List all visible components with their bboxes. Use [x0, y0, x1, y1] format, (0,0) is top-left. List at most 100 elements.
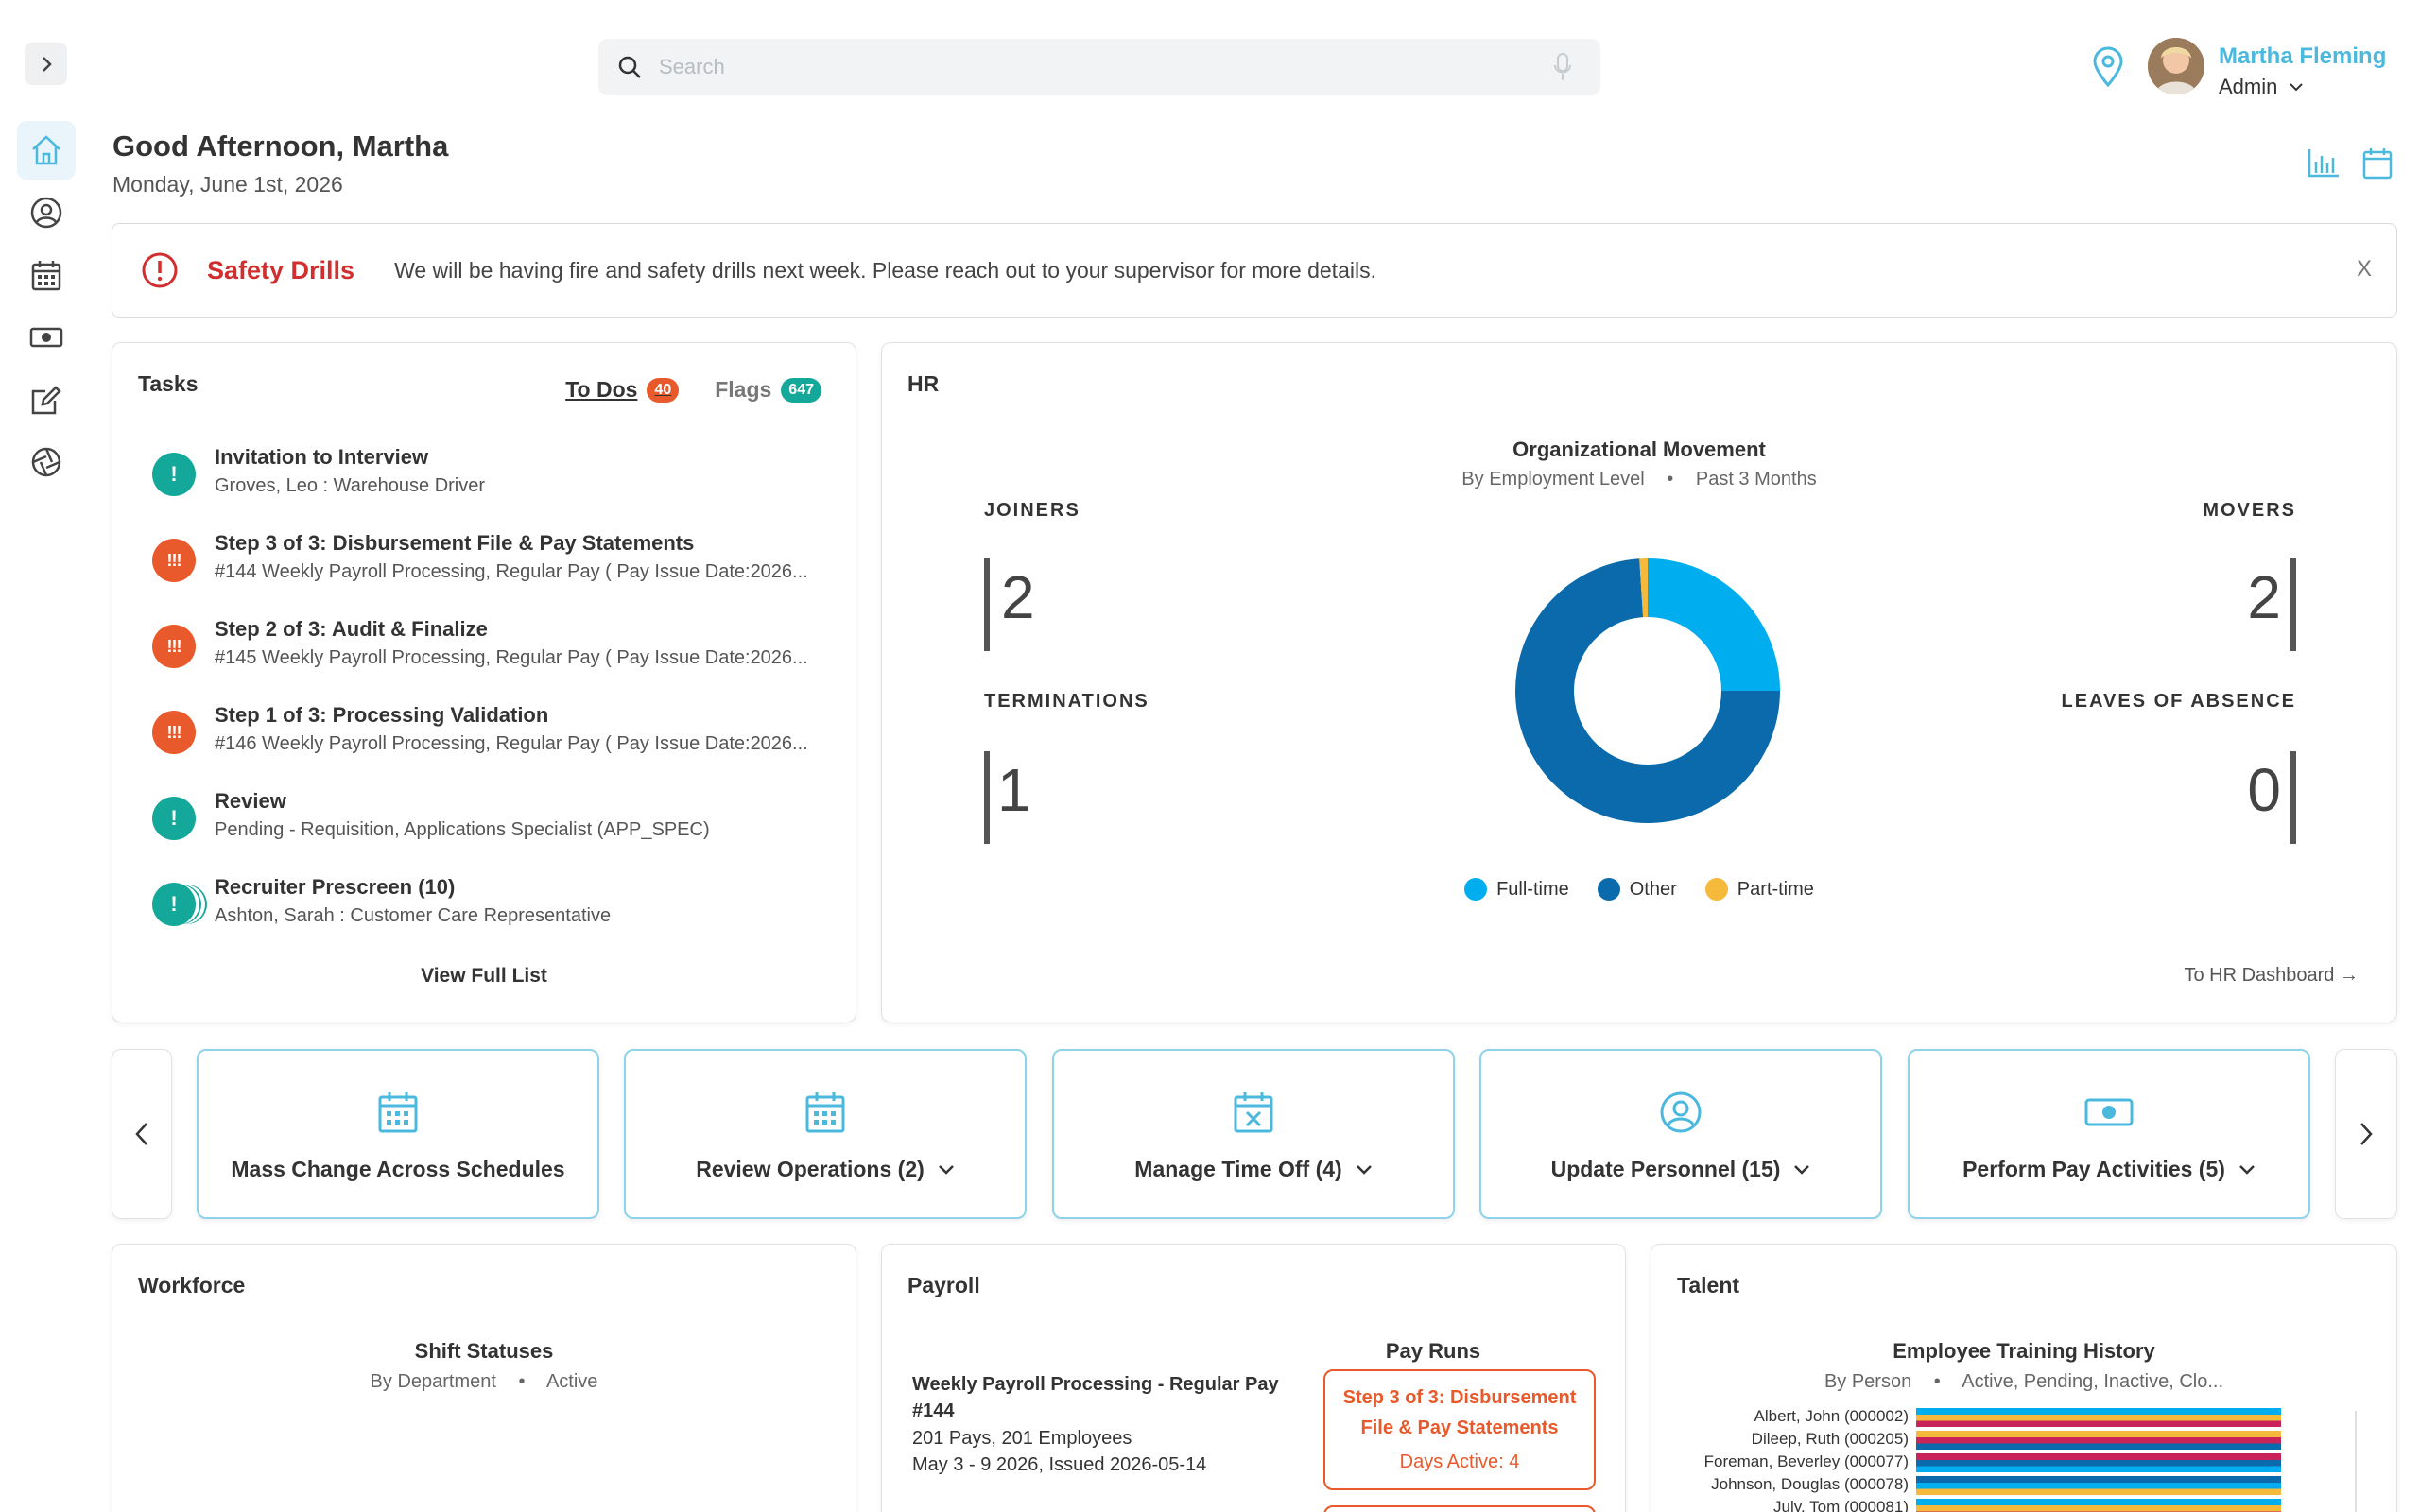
task-item[interactable]: !!! Step 2 of 3: Audit & Finalize #145 W…: [152, 615, 833, 672]
pay-run-step-badge-next[interactable]: [1323, 1505, 1596, 1512]
training-bar[interactable]: [1916, 1408, 2281, 1427]
calendar-icon[interactable]: [2361, 146, 2394, 180]
chart-sub-right: Past 3 Months: [1695, 469, 1817, 490]
leaves-value: 0: [2247, 756, 2281, 824]
task-item[interactable]: ! Invitation to Interview Groves, Leo : …: [152, 443, 833, 500]
nav-people[interactable]: [17, 183, 76, 242]
action-update-personnel[interactable]: Update Personnel (15): [1479, 1049, 1882, 1219]
joiners-label: JOINERS: [984, 500, 1080, 521]
avatar[interactable]: [2148, 38, 2204, 94]
task-item[interactable]: !!! Step 1 of 3: Processing Validation #…: [152, 701, 833, 758]
task-title: Step 1 of 3: Processing Validation: [215, 703, 549, 727]
tab-to-dos[interactable]: To Dos 40: [565, 377, 680, 403]
chevron-down-icon: [938, 1164, 954, 1175]
task-title: Step 3 of 3: Disbursement File & Pay Sta…: [215, 531, 695, 555]
organizational-movement-donut: [1515, 558, 1780, 823]
training-bar[interactable]: [1916, 1499, 2281, 1512]
training-person-label: Foreman, Beverley (000077): [1703, 1452, 1909, 1470]
priority-badge: !: [152, 453, 196, 496]
chevron-down-icon: [1356, 1164, 1372, 1175]
calendar-icon: [31, 261, 61, 291]
chart-axis: [2355, 1411, 2357, 1512]
action-review-operations[interactable]: Review Operations (2): [624, 1049, 1027, 1219]
search-bar[interactable]: Search: [598, 39, 1600, 95]
movers-label: MOVERS: [2203, 500, 2296, 521]
user-role: Admin: [2219, 75, 2278, 98]
chevron-right-icon: [2360, 1123, 2373, 1145]
bullet-separator: •: [518, 1371, 526, 1392]
location-icon[interactable]: [2087, 45, 2129, 89]
user-name[interactable]: Martha Fleming: [2219, 43, 2387, 69]
priority-badge: !: [152, 883, 196, 926]
nav-home[interactable]: [17, 121, 76, 180]
nav-edit[interactable]: [17, 370, 76, 429]
chart-title: Organizational Movement: [1512, 438, 1766, 461]
page-title: Good Afternoon, Martha: [112, 129, 449, 163]
donut-slice-part-time[interactable]: [1639, 558, 1648, 618]
money-icon: [29, 327, 63, 348]
legend-item[interactable]: Part-time: [1704, 878, 1814, 901]
chart-sub-left: By Employment Level: [1461, 469, 1645, 490]
legend-item[interactable]: Full-time: [1464, 878, 1569, 901]
priority-badge: !!!: [152, 711, 196, 754]
carousel-next-button[interactable]: [2335, 1049, 2397, 1219]
nav-refresh[interactable]: [17, 433, 76, 491]
nav-pay[interactable]: [17, 308, 76, 367]
action-mass-change[interactable]: Mass Change Across Schedules: [197, 1049, 599, 1219]
flags-count-badge: 647: [781, 377, 821, 403]
bar-chart-icon[interactable]: [2307, 146, 2341, 179]
leaves-label: LEAVES OF ABSENCE: [2061, 691, 2296, 712]
training-person-label: July, Tom (000081): [1773, 1498, 1909, 1512]
search-icon: [618, 56, 641, 78]
page-date: Monday, June 1st, 2026: [112, 172, 343, 197]
user-circle-icon: [30, 197, 62, 229]
talent-title: Talent: [1677, 1273, 1740, 1297]
search-input[interactable]: Search: [659, 55, 725, 78]
home-icon: [32, 135, 60, 165]
training-bar[interactable]: [1916, 1453, 2281, 1472]
joiners-value: 2: [1001, 563, 1035, 631]
workforce-card: Workforce Shift Statuses By Department •…: [112, 1244, 856, 1512]
tab-flags-label: Flags: [715, 377, 772, 402]
chevron-right-icon: [42, 56, 52, 72]
action-label: Mass Change Across Schedules: [231, 1157, 565, 1181]
microphone-icon[interactable]: [1553, 52, 1572, 82]
chevron-down-icon: [2239, 1164, 2255, 1175]
pay-run-step-badge[interactable]: Step 3 of 3: Disbursement File & Pay Sta…: [1323, 1369, 1596, 1490]
nav-schedule[interactable]: [17, 246, 76, 304]
donut-slice-other[interactable]: [1515, 558, 1780, 823]
task-subtitle: #145 Weekly Payroll Processing, Regular …: [215, 647, 808, 668]
donut-slice-full-time[interactable]: [1648, 558, 1780, 691]
bullet-separator: •: [1667, 469, 1674, 490]
task-item[interactable]: ! Recruiter Prescreen (10) Ashton, Sarah…: [152, 873, 833, 930]
expand-sidebar-button[interactable]: [25, 43, 67, 85]
step-label: Step 3 of 3: Disbursement File & Pay Sta…: [1342, 1387, 1577, 1438]
to-hr-dashboard-link[interactable]: To HR Dashboard →: [2184, 965, 2359, 986]
carousel-prev-button[interactable]: [112, 1049, 172, 1219]
legend-label: Full-time: [1496, 878, 1569, 900]
training-bar[interactable]: [1916, 1431, 2281, 1450]
action-manage-time-off[interactable]: Manage Time Off (4): [1052, 1049, 1455, 1219]
training-person-label: Johnson, Douglas (000078): [1711, 1475, 1909, 1493]
view-full-list-link[interactable]: View Full List: [421, 965, 547, 987]
edit-icon: [31, 386, 61, 415]
action-perform-pay[interactable]: Perform Pay Activities (5): [1908, 1049, 2310, 1219]
legend-item[interactable]: Other: [1597, 878, 1677, 901]
terminations-value: 1: [997, 756, 1031, 824]
training-bar[interactable]: [1916, 1476, 2281, 1495]
training-person-label: Dileep, Ruth (000205): [1751, 1430, 1909, 1448]
priority-badge: !!!: [152, 625, 196, 668]
chart-legend: Full-time Other Part-time: [882, 878, 2396, 901]
task-item[interactable]: !!! Step 3 of 3: Disbursement File & Pay…: [152, 529, 833, 586]
pay-run-title[interactable]: Weekly Payroll Processing - Regular Pay …: [912, 1374, 1279, 1421]
tab-flags[interactable]: Flags 647: [715, 377, 821, 403]
task-title: Review: [215, 789, 286, 813]
aperture-icon: [31, 447, 61, 477]
user-role-dropdown[interactable]: Admin: [2219, 75, 2304, 99]
workforce-title: Workforce: [138, 1273, 246, 1297]
task-subtitle: Groves, Leo : Warehouse Driver: [215, 475, 486, 496]
alert-close-button[interactable]: X: [2356, 256, 2372, 282]
sidebar: [0, 0, 95, 1512]
tasks-tabs: To Dos 40 Flags 647: [565, 377, 821, 403]
task-item[interactable]: ! Review Pending - Requisition, Applicat…: [152, 787, 833, 844]
